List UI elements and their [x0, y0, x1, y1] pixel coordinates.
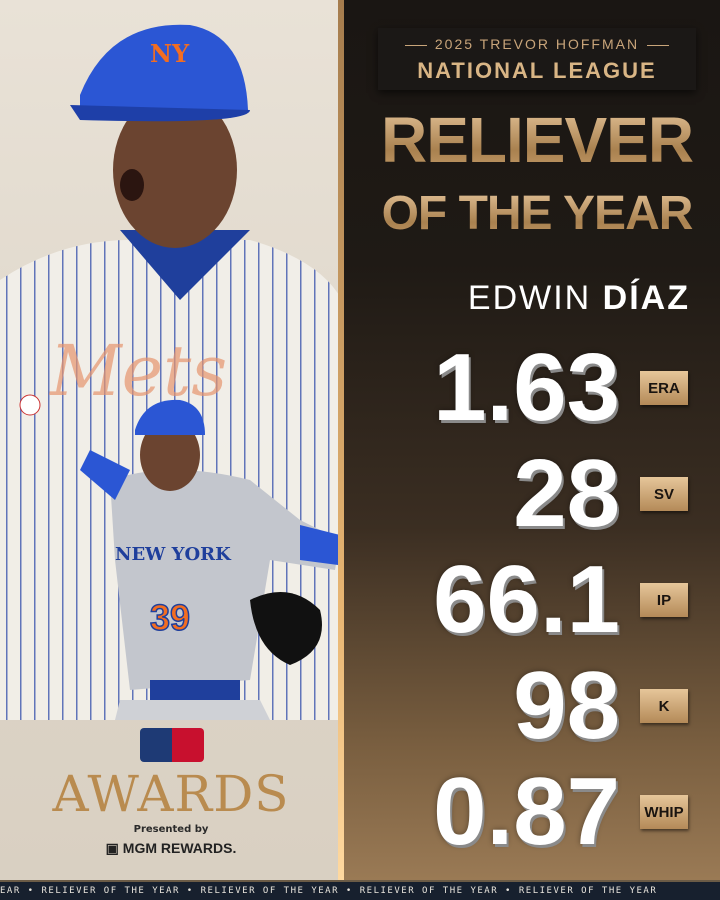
- league-name: NATIONAL LEAGUE: [417, 58, 657, 83]
- player-name: EDWIN DÍAZ: [467, 279, 690, 317]
- ticker-text: EAR • RELIEVER OF THE YEAR • RELIEVER OF…: [0, 886, 658, 896]
- jersey-text: NEW YORK: [115, 544, 232, 565]
- stat-label-ip: IP: [640, 583, 688, 617]
- player-photo-panel: NY Mets NEW YORK 39 AWARDS Presented by …: [0, 0, 342, 880]
- divider: [338, 0, 344, 880]
- award-header: 2025 TREVOR HOFFMAN NATIONAL LEAGUE: [378, 28, 696, 90]
- stat-value-whip: 0.87: [433, 758, 620, 865]
- cap-logo-large: NY: [150, 39, 190, 68]
- stat-value-sv: 28: [513, 440, 620, 547]
- stat-value-ip: 66.1: [433, 546, 620, 653]
- stat-label-era: ERA: [640, 371, 688, 405]
- sponsor-logo: ▣ MGM REWARDS.: [105, 840, 237, 856]
- team-script: Mets: [48, 330, 227, 412]
- mlb-logo: [140, 728, 204, 762]
- jersey-number: 39: [150, 597, 190, 638]
- presented-by: Presented by: [133, 824, 209, 835]
- award-subtitle: 2025 TREVOR HOFFMAN: [378, 35, 696, 53]
- awards-wordmark: AWARDS: [52, 765, 290, 823]
- stat-label-sv: SV: [640, 477, 688, 511]
- stat-label-whip: WHIP: [640, 795, 688, 829]
- stats-panel: [342, 0, 720, 880]
- ticker-banner: EAR • RELIEVER OF THE YEAR • RELIEVER OF…: [0, 880, 720, 900]
- stat-label-k: K: [640, 689, 688, 723]
- title-line2: OF THE YEAR: [378, 190, 696, 244]
- player-photo: NY Mets NEW YORK 39: [0, 24, 342, 720]
- stat-value-k: 98: [513, 652, 620, 759]
- lion-icon: ▣: [105, 840, 123, 856]
- stat-value-era: 1.63: [433, 334, 620, 441]
- title-line1: RELIEVER: [378, 108, 696, 178]
